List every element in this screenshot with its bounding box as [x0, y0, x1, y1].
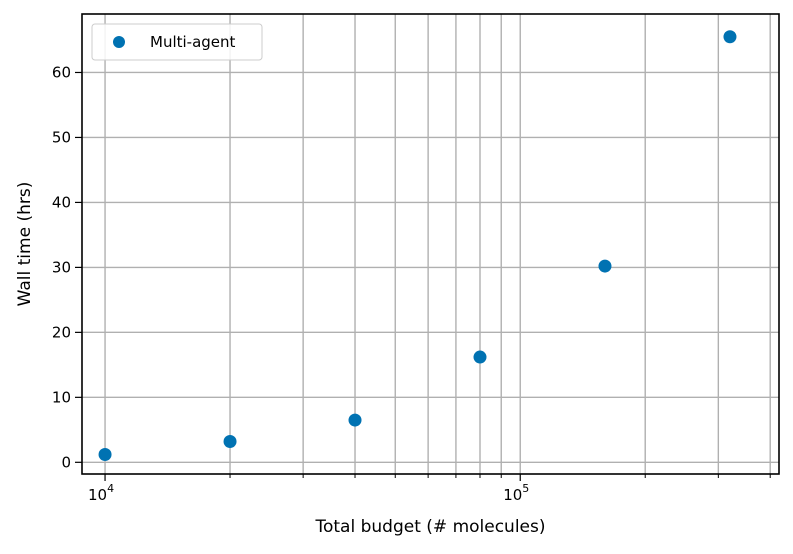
- x-tick-label-0: 104: [88, 482, 114, 504]
- y-tick-label-3: 30: [52, 258, 71, 276]
- y-tick-label-6: 60: [52, 63, 71, 81]
- plot-frame: [81, 13, 780, 475]
- grid-lines: [82, 14, 779, 474]
- legend-box: [91, 23, 263, 61]
- x-tick-label-1: 105: [503, 482, 529, 504]
- y-tick-label-2: 20: [52, 323, 71, 341]
- data-points: [98, 30, 737, 462]
- data-point-0-1: [223, 435, 237, 449]
- axis-ticks: 104 105 0 10 20 30 40 50 60: [52, 63, 771, 504]
- data-point-0-0: [98, 448, 112, 462]
- y-tick-label-1: 10: [52, 388, 71, 406]
- x-axis-label: Total budget (# molecules): [315, 517, 546, 537]
- y-axis-label: Wall time (hrs): [15, 182, 35, 307]
- y-tick-label-4: 40: [52, 193, 71, 211]
- legend-marker: [113, 36, 125, 48]
- legend-label: Multi-agent: [150, 33, 236, 51]
- data-point-0-4: [598, 259, 612, 273]
- data-point-0-2: [348, 413, 362, 427]
- y-tick-label-0: 0: [61, 453, 71, 471]
- y-tick-label-5: 50: [52, 128, 71, 146]
- legend: Multi-agent: [91, 23, 263, 61]
- data-point-0-5: [723, 30, 737, 44]
- data-point-0-3: [473, 350, 487, 364]
